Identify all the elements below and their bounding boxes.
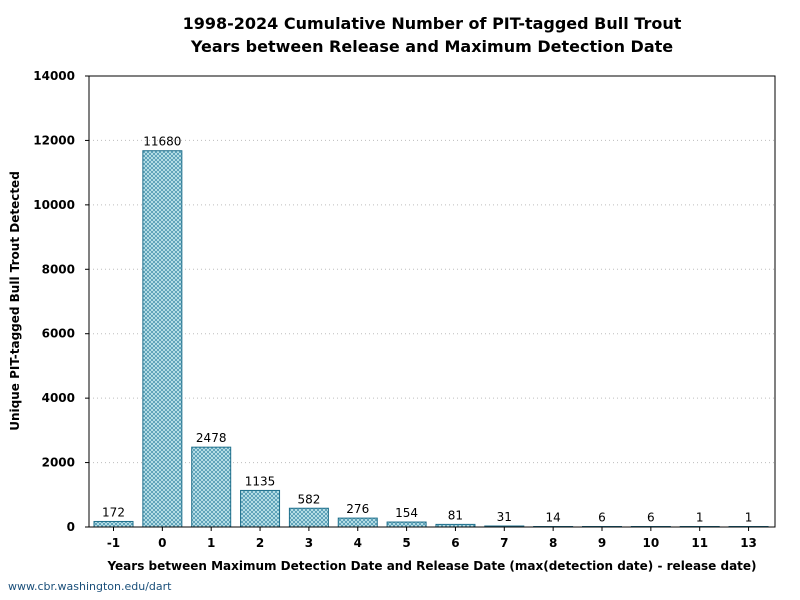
data-label: 154	[395, 506, 418, 520]
y-tick-label: 14000	[33, 69, 75, 83]
bar	[93, 520, 134, 528]
bar	[337, 517, 378, 528]
bars	[93, 150, 769, 528]
x-tick-label: 13	[740, 536, 757, 550]
x-tick-label: 11	[691, 536, 708, 550]
y-tick-label: 6000	[42, 327, 75, 341]
y-tick-label: 8000	[42, 262, 75, 276]
x-axis-label: Years between Maximum Detection Date and…	[106, 559, 756, 573]
plot-frame	[88, 75, 776, 528]
x-tick-label: 7	[500, 536, 508, 550]
data-label: 2478	[196, 431, 227, 445]
data-label: 14	[546, 511, 561, 525]
data-label: 276	[346, 502, 369, 516]
data-label: 582	[297, 492, 320, 506]
gridlines	[89, 139, 775, 464]
data-label: 1	[696, 511, 704, 525]
x-tick-label: 1	[207, 536, 215, 550]
data-labels: 172 11680 2478 1135 582 276 154 81 31 14 6 6 1 1	[102, 135, 752, 525]
bar	[142, 150, 183, 528]
y-tick-label: 12000	[33, 133, 75, 147]
x-tick-label: 3	[305, 536, 313, 550]
x-tick-label: 2	[256, 536, 264, 550]
bar	[191, 446, 232, 528]
data-label: 1	[745, 511, 753, 525]
source-link[interactable]: www.cbr.washington.edu/dart	[8, 580, 172, 593]
data-label: 172	[102, 505, 125, 519]
x-tick-label: 4	[354, 536, 362, 550]
data-label: 11680	[143, 135, 181, 149]
x-tick-label: 8	[549, 536, 557, 550]
chart-title: 1998-2024 Cumulative Number of PIT-tagge…	[183, 14, 682, 33]
data-label: 81	[448, 508, 463, 522]
data-label: 1135	[245, 474, 276, 488]
y-tick-label: 10000	[33, 198, 75, 212]
data-label: 31	[497, 510, 512, 524]
y-tick-label: 4000	[42, 391, 75, 405]
x-tick-label: 5	[402, 536, 410, 550]
y-tick-label: 0	[67, 520, 75, 534]
x-tick-label: 9	[598, 536, 606, 550]
x-tick-label: 0	[158, 536, 166, 550]
bar	[288, 507, 329, 528]
chart-subtitle: Years between Release and Maximum Detect…	[190, 37, 673, 56]
x-tick-label: 10	[642, 536, 659, 550]
x-tick-label: 6	[451, 536, 459, 550]
y-tick-label: 2000	[42, 456, 75, 470]
bar	[386, 521, 427, 528]
y-axis-ticks: 0 2000 4000 6000 8000 10000 12000 14000	[33, 69, 89, 534]
data-label: 6	[598, 511, 606, 525]
data-label: 6	[647, 511, 655, 525]
y-axis-label: Unique PIT-tagged Bull Trout Detected	[8, 171, 22, 431]
bar	[240, 489, 281, 528]
x-axis-ticks: -1 0 1 2 3 4 5 6 7 8 9 10 11 13	[107, 527, 757, 550]
x-tick-label: -1	[107, 536, 120, 550]
